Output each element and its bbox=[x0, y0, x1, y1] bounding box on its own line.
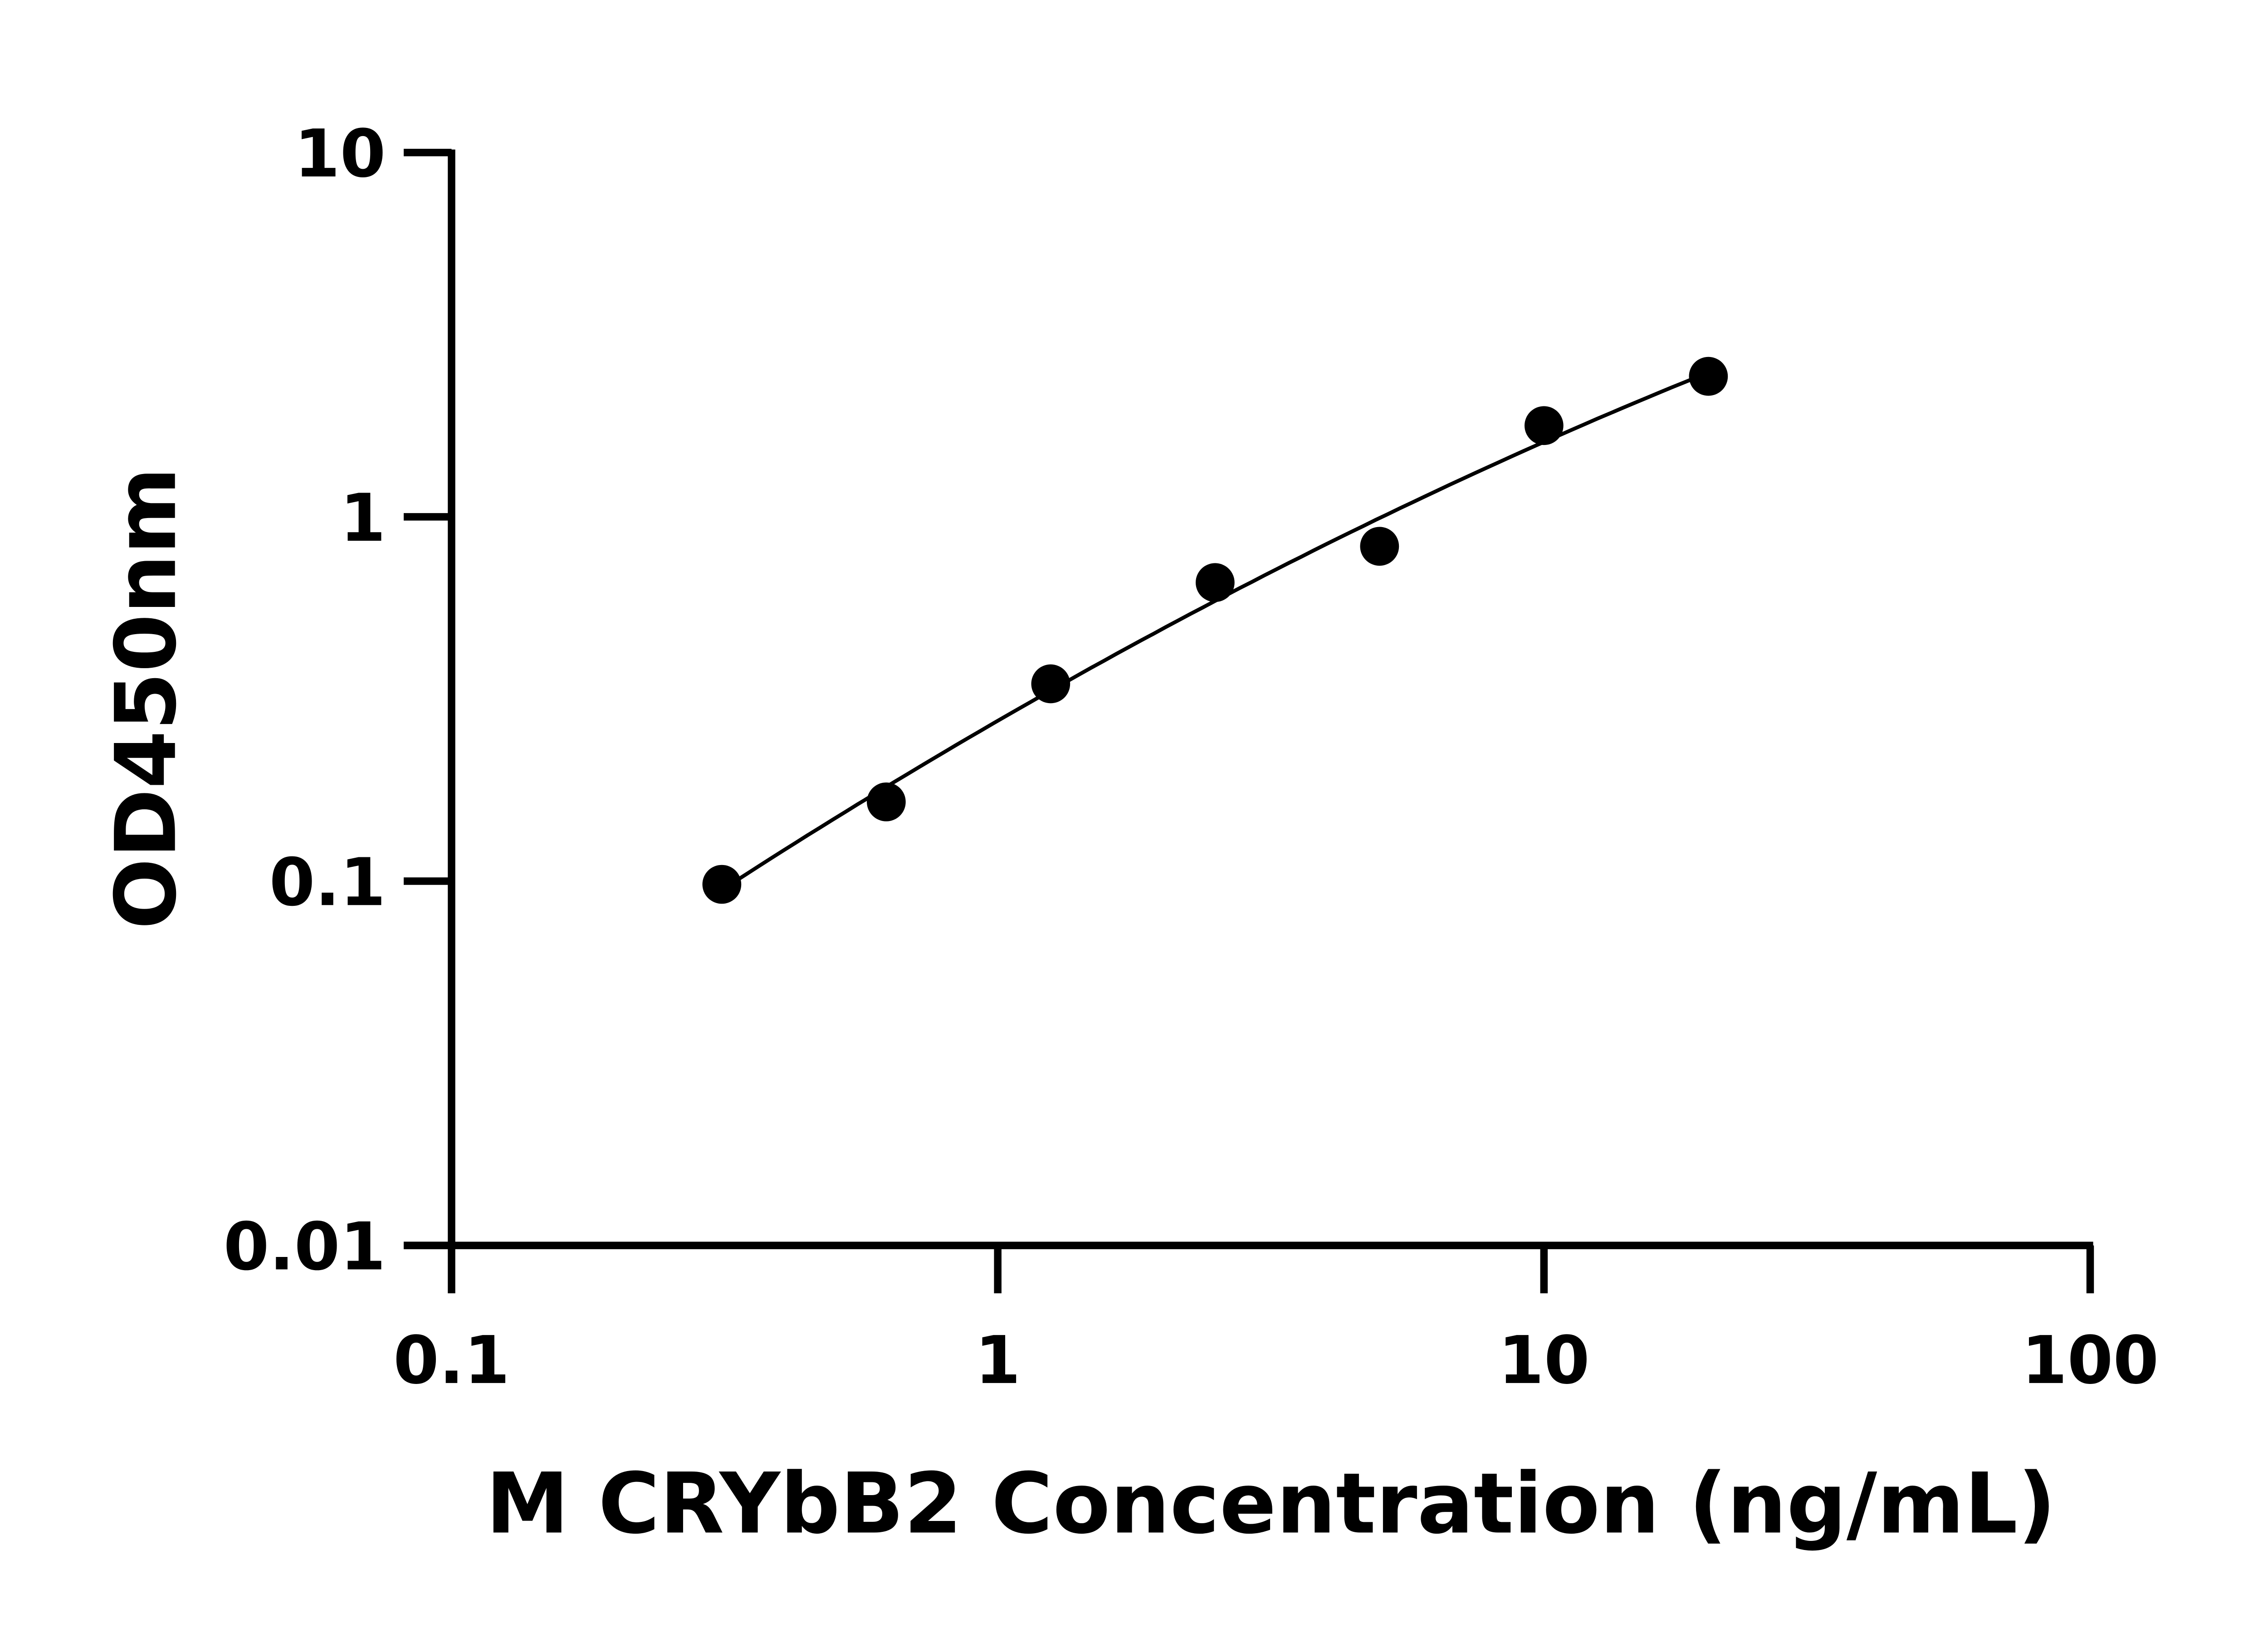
axes bbox=[403, 149, 2093, 1249]
data-point bbox=[702, 865, 742, 904]
y-tick-label: 10 bbox=[294, 116, 386, 192]
y-tick-label: 1 bbox=[340, 480, 386, 557]
x-tick-label: 10 bbox=[1498, 1322, 1590, 1399]
data-point bbox=[1524, 406, 1564, 445]
fit-curve bbox=[721, 371, 1709, 892]
data-point bbox=[1031, 664, 1070, 704]
data-point bbox=[866, 782, 906, 821]
x-tick-label: 0.1 bbox=[393, 1322, 510, 1399]
y-tick-label: 0.01 bbox=[224, 1208, 386, 1285]
data-point bbox=[1195, 563, 1235, 602]
x-tick-label: 1 bbox=[975, 1322, 1021, 1399]
y-tick-label: 0.1 bbox=[269, 844, 386, 921]
data-point bbox=[1689, 357, 1728, 396]
x-tick-label: 100 bbox=[2022, 1322, 2159, 1399]
y-axis-label: OD450nm bbox=[98, 467, 195, 929]
data-point bbox=[1360, 527, 1399, 566]
x-axis-label: M CRYbB2 Concentration (ng/mL) bbox=[486, 1455, 2056, 1553]
